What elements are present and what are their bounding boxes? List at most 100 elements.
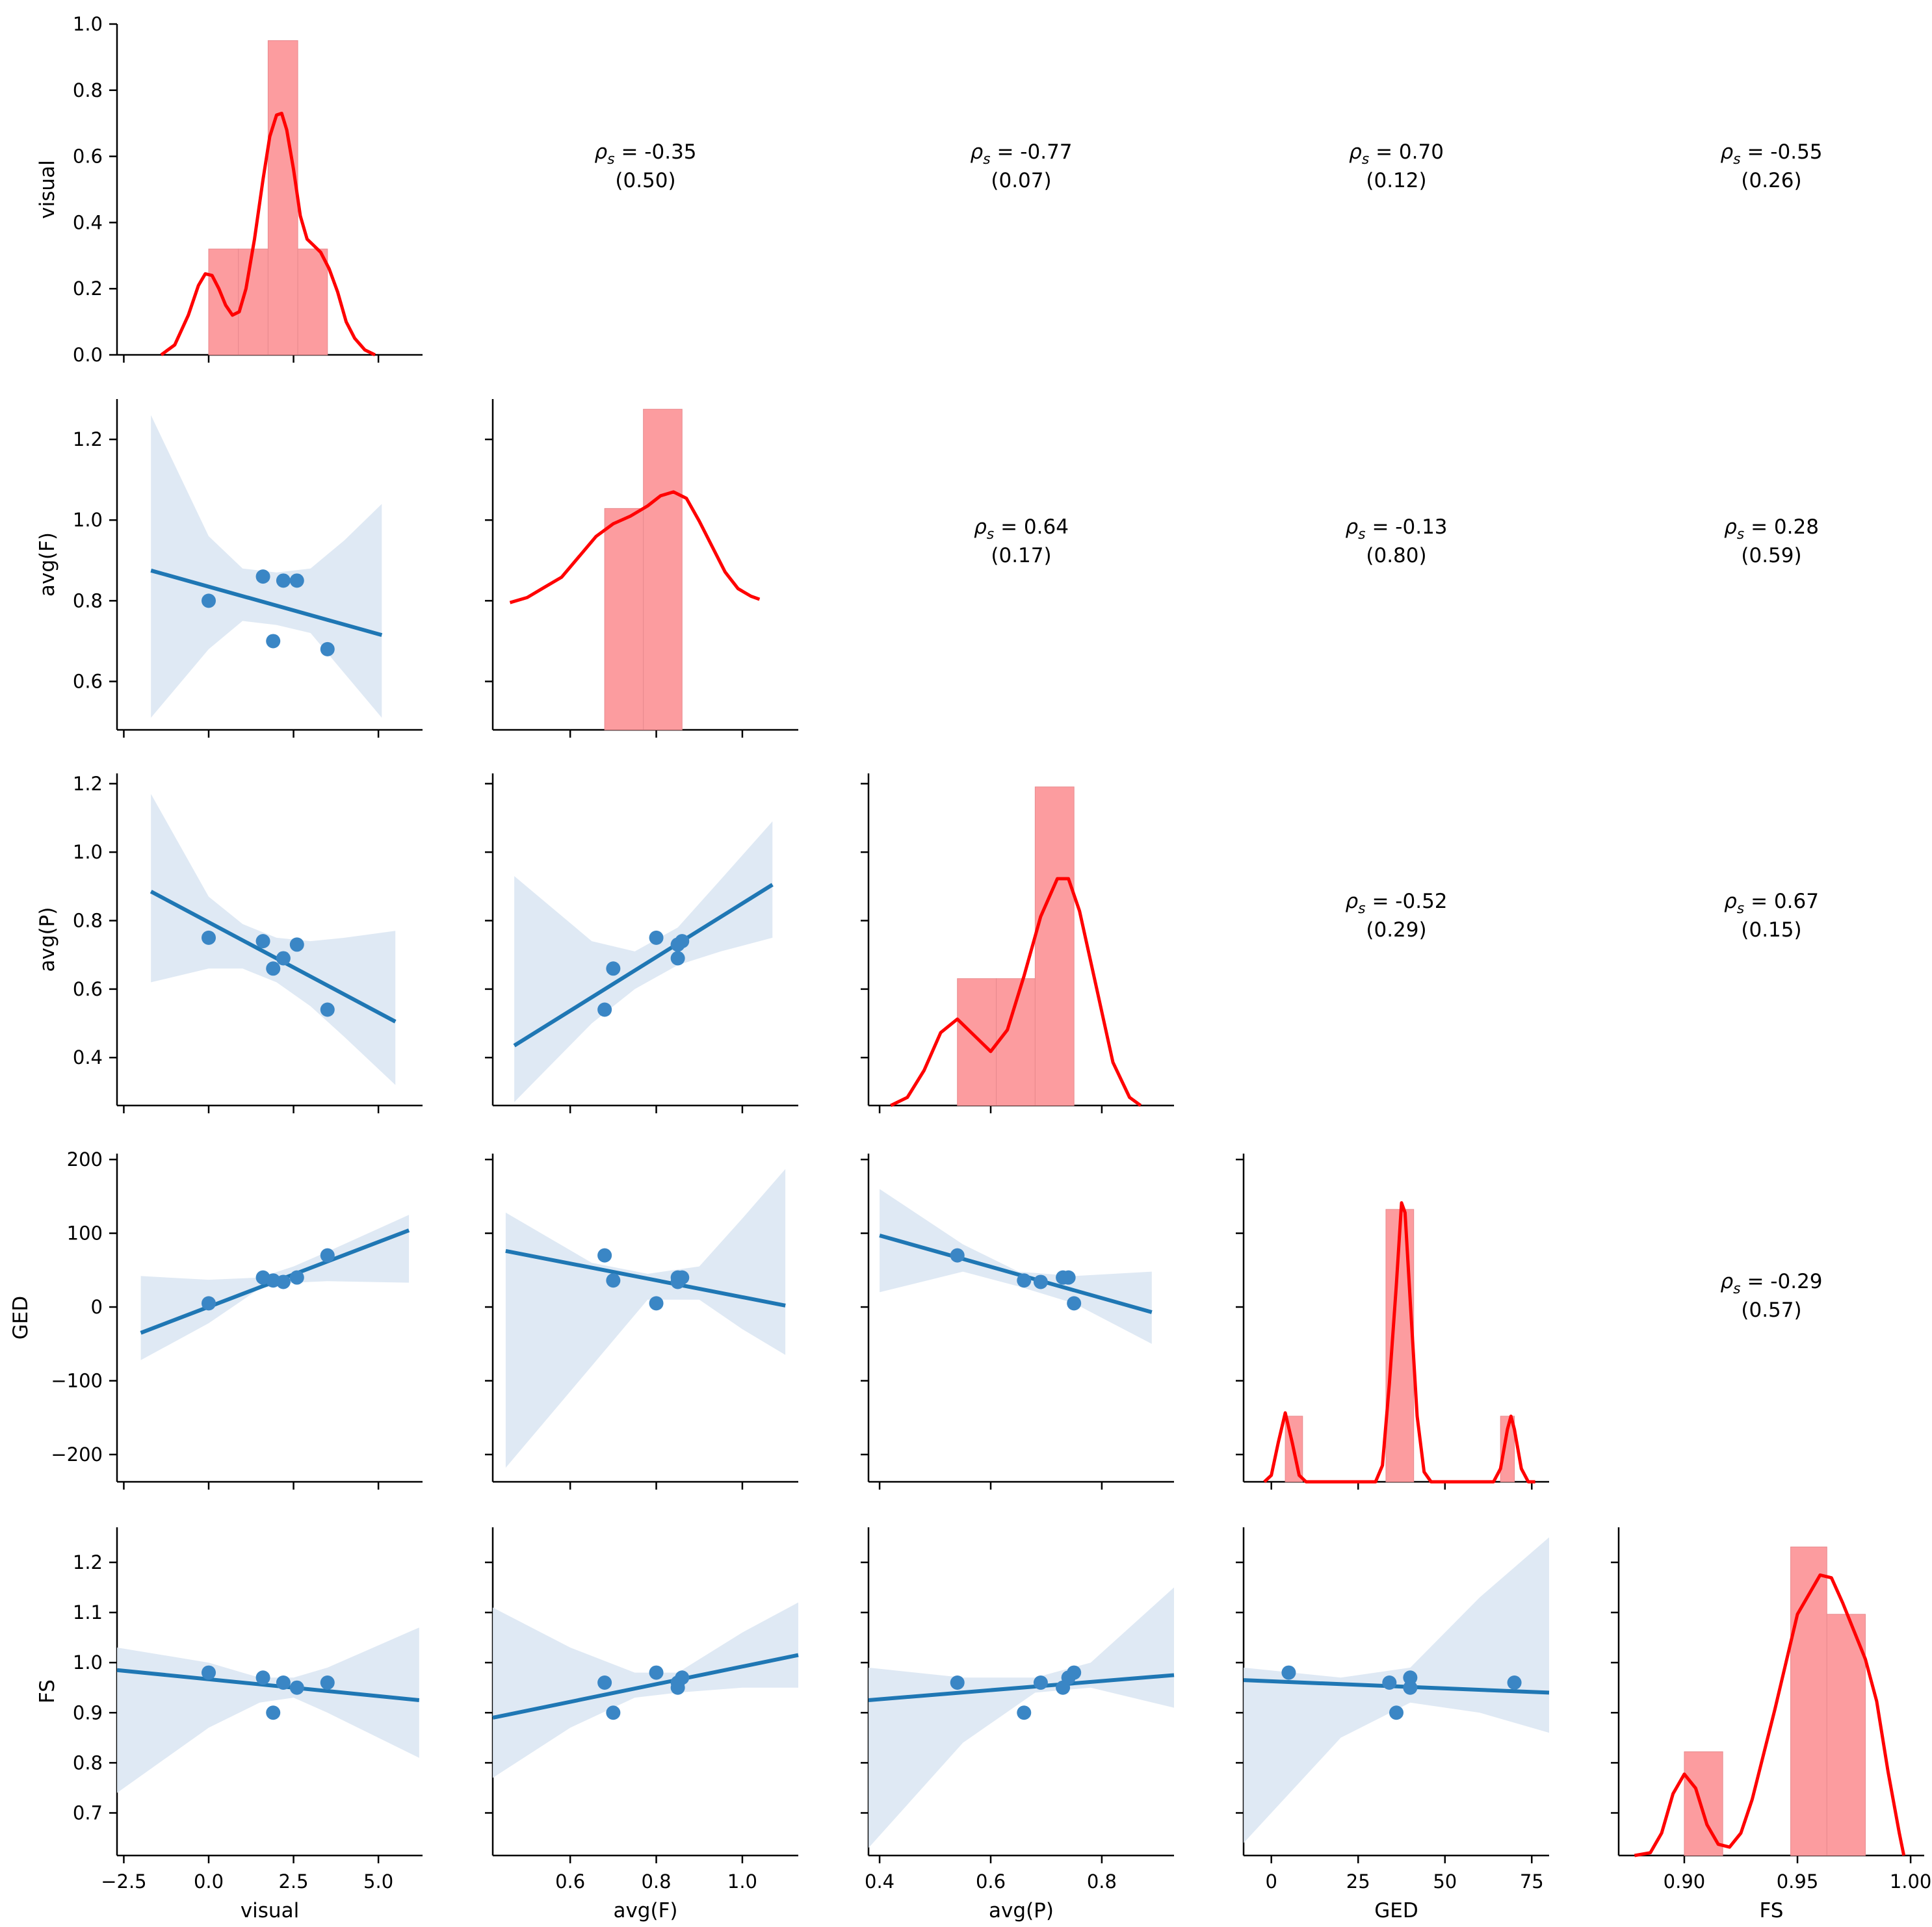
correlation-annotation: ρs = 0.28(0.59) (1724, 515, 1819, 567)
scatter-point (1017, 1705, 1032, 1720)
scatter-point (266, 961, 281, 976)
scatter-point (320, 1675, 335, 1690)
kde-curve (160, 111, 376, 357)
confidence-band (493, 1602, 798, 1778)
scatter-point (202, 593, 216, 608)
y-tick-label: 0.4 (73, 1046, 103, 1068)
y-tick-label: 200 (67, 1148, 103, 1170)
scatter-point (1403, 1670, 1418, 1685)
correlation-p-value: (0.15) (1741, 918, 1801, 942)
regression-line (505, 1248, 786, 1308)
y-tick-label: 1.0 (73, 1651, 103, 1674)
y-tick-label: 0.9 (73, 1701, 103, 1724)
kde-curve (509, 490, 761, 604)
scatter-point (606, 1705, 621, 1720)
scatter-point (1382, 1675, 1397, 1690)
scatter-point (597, 1675, 612, 1690)
panel-avg-p-vs-visual: 0.4 0.6 0.8 1.0 1.2 avg(P) (36, 773, 423, 1113)
y-tick-label: 1.0 (73, 13, 103, 35)
y-tick-label: 0.6 (73, 978, 103, 1000)
scatter-point (1067, 1296, 1082, 1311)
x-tick-label: 2.5 (278, 1870, 308, 1893)
correlation-rho: ρs = 0.67 (1724, 890, 1819, 917)
y-tick-label: −100 (51, 1370, 103, 1392)
correlation-annotation: ρs = -0.29(0.57) (1720, 1270, 1822, 1322)
scatter-point (289, 1680, 304, 1695)
kde-curve (1263, 1201, 1535, 1484)
correlation-annotation: ρs = -0.55(0.26) (1720, 140, 1822, 192)
x-tick-label: 0.95 (1777, 1870, 1819, 1893)
scatter-point (950, 1248, 965, 1263)
regression-line (868, 1673, 1175, 1702)
correlation-annotation: ρs = 0.67(0.15) (1724, 890, 1819, 942)
scatter-point (289, 937, 304, 952)
y-tick-label: 0.2 (73, 278, 103, 300)
correlation-p-value: (0.26) (1741, 169, 1801, 192)
confidence-band (880, 1189, 1152, 1344)
scatter-point (289, 573, 304, 588)
scatter-point (670, 951, 685, 966)
y-tick-label: 1.2 (73, 428, 103, 450)
scatter-point (255, 934, 270, 949)
x-axis-label: FS (1760, 1899, 1784, 1922)
panel-avg-p-vs-avg-p (861, 773, 1174, 1113)
correlation-rho: ρs = -0.52 (1345, 890, 1447, 917)
y-tick-label: 1.0 (73, 841, 103, 863)
scatter-point (1017, 1273, 1032, 1288)
scatter-point (276, 1675, 291, 1690)
x-axis-label: visual (241, 1899, 299, 1922)
x-tick-label: 1.00 (1890, 1870, 1932, 1893)
scatter-point (597, 1248, 612, 1263)
scatter-point (1056, 1270, 1071, 1285)
confidence-band (514, 821, 773, 1102)
kde-curve (890, 877, 1142, 1107)
confidence-band (868, 1587, 1174, 1848)
y-tick-label: 0 (91, 1296, 103, 1318)
correlation-annotation: ρs = -0.35(0.50) (594, 140, 696, 192)
correlation-rho: ρs = 0.28 (1724, 515, 1819, 543)
histogram-bar (957, 978, 997, 1106)
histogram-bar (1034, 786, 1075, 1106)
confidence-band (151, 794, 396, 1085)
scatter-point (670, 1270, 685, 1285)
y-tick-label: 1.0 (73, 509, 103, 531)
panel-ged-vs-avg-f (485, 1154, 798, 1490)
scatter-point (670, 1680, 685, 1695)
y-tick-label: 1.2 (73, 773, 103, 795)
correlation-p-value: (0.80) (1366, 544, 1426, 567)
x-axis-label: avg(P) (989, 1899, 1054, 1922)
y-axis-label: GED (9, 1296, 33, 1339)
panel-fs-vs-visual: −2.5 0.0 2.5 5.0 visual 0.7 0.8 0.9 1.0 1.1 1.2 FS (36, 1527, 423, 1922)
correlation-annotation: ρs = 0.64(0.17) (974, 515, 1069, 567)
scatter-point (276, 951, 291, 966)
confidence-band (1244, 1537, 1549, 1843)
x-tick-label: 1.0 (727, 1870, 757, 1893)
y-tick-label: 0.6 (73, 146, 103, 168)
scatter-point (606, 1273, 621, 1288)
scatter-point (1507, 1675, 1522, 1690)
y-tick-label: 0.8 (73, 79, 103, 101)
scatter-point (649, 1665, 664, 1680)
x-tick-label: 0.90 (1664, 1870, 1706, 1893)
panel-ged-vs-ged (1236, 1154, 1549, 1490)
y-axis-label: FS (36, 1679, 59, 1703)
y-tick-label: −200 (51, 1443, 103, 1466)
histogram-bar (297, 248, 328, 356)
regression-line (879, 1234, 1153, 1314)
panel-avg-f-vs-avg-f (485, 399, 798, 738)
correlation-rho: ρs = -0.13 (1345, 515, 1447, 543)
histogram-bar (1500, 1416, 1515, 1482)
correlation-p-value: (0.07) (991, 169, 1051, 192)
regression-line (116, 1668, 420, 1702)
panel-fs-vs-avg-f: 0.6 0.8 1.0 avg(F) (485, 1527, 799, 1922)
scatter-point (266, 1705, 281, 1720)
correlation-annotation: ρs = 0.70(0.12) (1349, 140, 1444, 192)
x-tick-label: 0.4 (865, 1870, 894, 1893)
y-axis-label: avg(P) (36, 907, 59, 972)
correlation-annotation: ρs = -0.13(0.80) (1345, 515, 1447, 567)
x-axis-label: GED (1374, 1899, 1418, 1922)
scatter-point (202, 930, 216, 945)
scatter-point (255, 569, 270, 584)
panel-avg-p-vs-avg-f (485, 773, 798, 1113)
scatter-point (649, 1296, 664, 1311)
